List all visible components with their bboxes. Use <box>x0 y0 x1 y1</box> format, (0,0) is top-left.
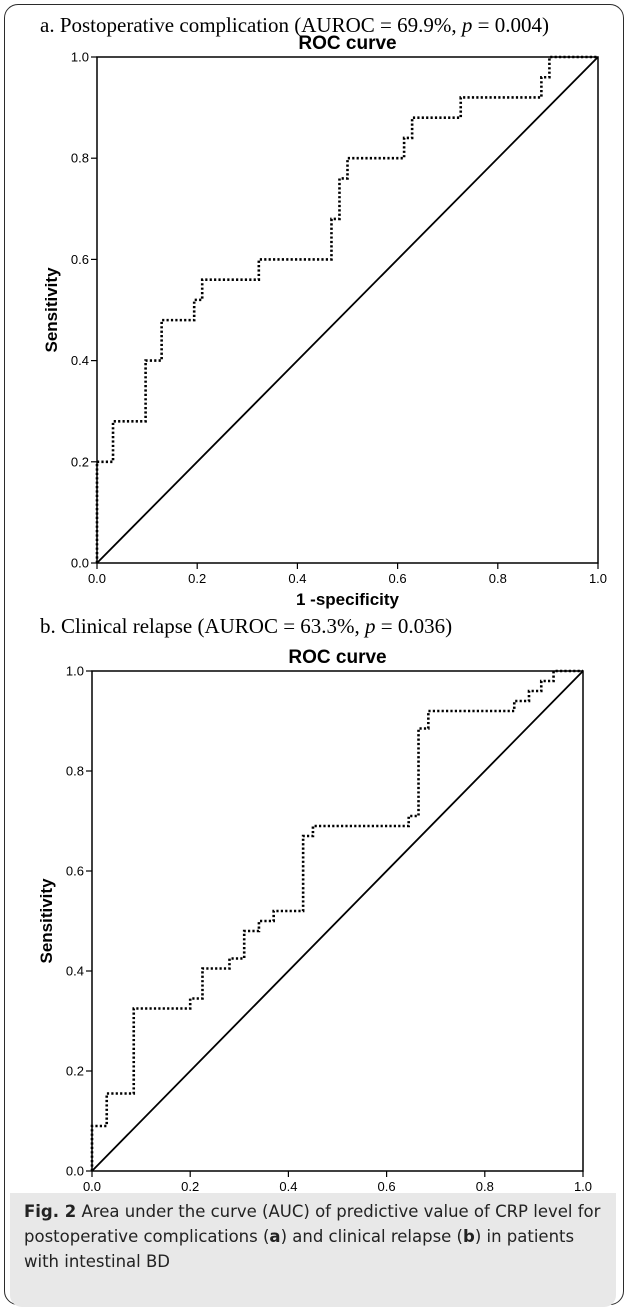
plot-area <box>91 670 584 1172</box>
x-axis-label: 1 -specificity <box>296 590 400 609</box>
y-tick-label: 0.2 <box>66 1064 84 1079</box>
x-tick-label: 0.4 <box>288 571 306 586</box>
y-tick-label: 0.8 <box>66 764 84 779</box>
y-axis-label: Sensitivity <box>42 267 61 353</box>
chart-title: ROC curve <box>288 647 386 668</box>
x-tick-label: 0.6 <box>378 1179 396 1194</box>
y-tick-label: 1.0 <box>71 50 89 65</box>
reference-diagonal-line <box>96 56 599 564</box>
roc-chart-a: ROC curve 0.0 0.2 0.4 0.6 0.8 1.0 0.0 0.2 0.4 0.6 0… <box>42 33 607 609</box>
y-tick-label: 0.8 <box>71 151 89 166</box>
x-tick-label: 1.0 <box>589 571 607 586</box>
figure-caption: Fig. 2 Area under the curve (AUC) of pre… <box>10 1193 616 1307</box>
y-tick-label: 0.6 <box>66 864 84 879</box>
panel-a-title: a. Postoperative complication (AUROC = 6… <box>40 13 549 37</box>
x-tick-label: 0.0 <box>88 571 106 586</box>
plot-area <box>96 56 599 564</box>
x-tick-label: 0.2 <box>188 571 206 586</box>
y-tick-label: 0.4 <box>71 353 89 368</box>
y-tick-label: 0.6 <box>71 252 89 267</box>
x-tick-label: 0.8 <box>489 571 507 586</box>
y-tick-label: 0.2 <box>71 454 89 469</box>
x-tick-label: 0.0 <box>83 1179 101 1194</box>
roc-chart-b: ROC curve 0.0 0.2 0.4 0.6 0.8 1.0 0.0 0.2 0.4 0.6 0… <box>37 647 592 1217</box>
figure-frame <box>4 4 624 1305</box>
x-tick-label: 0.6 <box>389 571 407 586</box>
x-tick-label: 0.8 <box>476 1179 494 1194</box>
roc-curve-line <box>90 669 583 1171</box>
x-tick-label: 1.0 <box>574 1179 592 1194</box>
y-tick-label: 0.0 <box>71 556 89 571</box>
x-tick-label: 0.2 <box>181 1179 199 1194</box>
y-axis-label: Sensitivity <box>37 878 56 964</box>
y-tick-label: 0.4 <box>66 964 84 979</box>
panel-b-title: b. Clinical relapse (AUROC = 63.3%, p = … <box>40 614 453 638</box>
y-tick-label: 1.0 <box>66 664 84 679</box>
roc-curve-line <box>95 55 598 563</box>
y-tick-label: 0.0 <box>66 1164 84 1179</box>
reference-diagonal-line <box>91 670 584 1172</box>
chart-title: ROC curve <box>298 33 396 54</box>
x-tick-label: 0.4 <box>279 1179 297 1194</box>
